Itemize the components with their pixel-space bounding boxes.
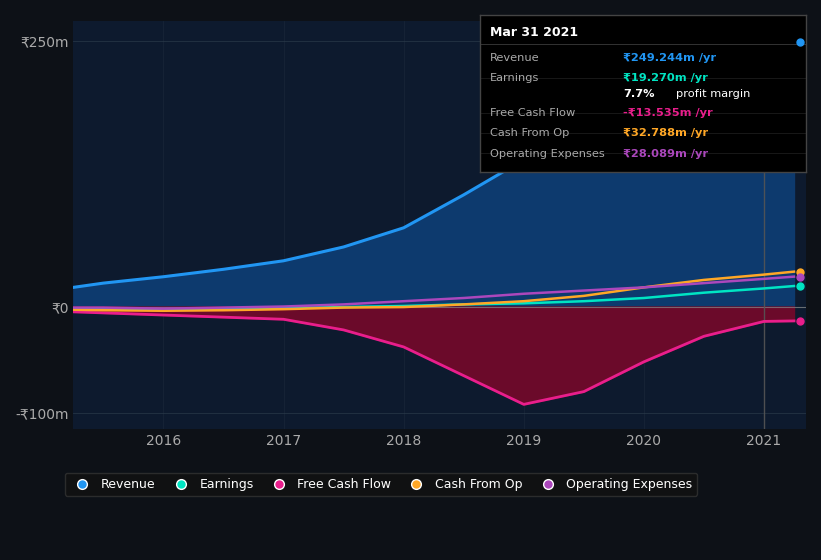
Legend: Revenue, Earnings, Free Cash Flow, Cash From Op, Operating Expenses: Revenue, Earnings, Free Cash Flow, Cash … [65,473,698,496]
